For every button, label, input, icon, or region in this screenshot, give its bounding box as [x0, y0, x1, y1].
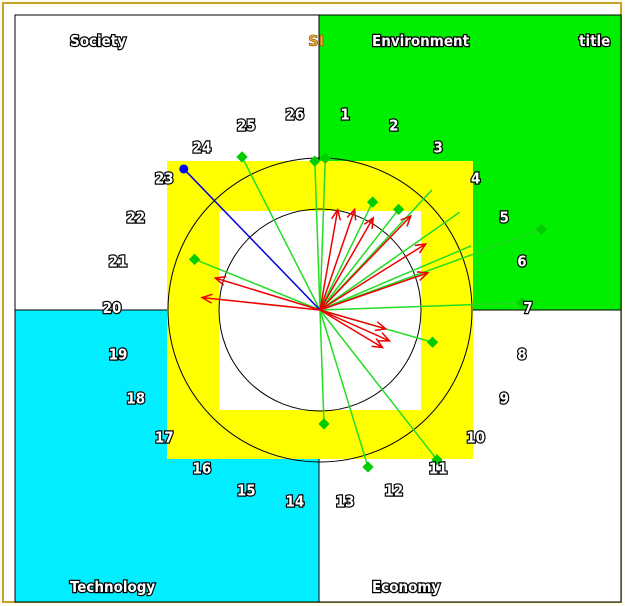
red-arrow-head — [374, 321, 388, 332]
red-arrow-head — [200, 293, 213, 304]
spoke-marker — [362, 461, 374, 473]
quadrant-label-technology: Technology — [70, 578, 155, 596]
red-arrow-head — [213, 275, 227, 286]
red-arrow-head — [363, 216, 375, 229]
spoke-number-label: 24 — [192, 139, 211, 157]
spoke-line — [319, 309, 438, 461]
spoke-number-label: 16 — [192, 459, 211, 477]
spoke-line — [319, 302, 523, 311]
spoke-line — [319, 309, 369, 468]
red-arrow-line — [202, 296, 321, 311]
spoke-number-label: 10 — [466, 428, 485, 446]
arrows-layer — [200, 207, 430, 349]
spoke-number-label: 15 — [237, 481, 256, 499]
spoke-marker — [535, 223, 548, 236]
spoke-marker — [318, 418, 330, 430]
red-arrow-head — [414, 242, 428, 254]
quadrant-label-economy: Economy — [372, 578, 440, 596]
spoke-line — [194, 258, 321, 311]
red-arrow-line — [215, 277, 321, 311]
spoke-number-label: 5 — [499, 208, 508, 226]
spoke-marker — [392, 203, 405, 216]
red-arrow-line — [319, 309, 390, 342]
spoke-number-label: 3 — [433, 139, 442, 157]
spoke-line — [319, 201, 374, 311]
red-arrow-head — [400, 214, 413, 227]
spoke-marker — [426, 336, 439, 348]
red-arrow-line — [319, 243, 427, 311]
spoke-marker — [319, 152, 331, 164]
red-arrow-head — [378, 332, 392, 342]
spoke-number-label: 17 — [155, 428, 174, 446]
spoke-line — [319, 158, 327, 311]
red-arrow-head — [416, 271, 430, 281]
spoke-line — [319, 309, 325, 424]
spoke-number-label: 22 — [126, 208, 145, 226]
spoke-marker — [236, 151, 248, 163]
spoke-number-label: 6 — [517, 252, 526, 270]
spoke-marker — [366, 196, 379, 208]
spoke-marker — [431, 454, 443, 466]
spoke-number-label: 19 — [109, 346, 128, 364]
spoke-marker — [309, 155, 321, 167]
highlight-spoke-dot — [179, 164, 189, 174]
spoke-number-label: 18 — [126, 390, 145, 408]
spoke-line — [319, 211, 460, 311]
spoke-marker — [516, 297, 528, 309]
quadrant-label-environment: Environment — [372, 32, 470, 50]
red-arrow-head — [371, 338, 385, 349]
red-arrow-head — [330, 207, 342, 221]
spoke-number-label: 26 — [286, 105, 305, 123]
spoke-number-label: 4 — [471, 170, 480, 188]
spoke-number-label: 11 — [429, 459, 448, 477]
chart-title: title — [579, 32, 610, 50]
red-arrow-line — [319, 215, 412, 311]
spoke-number-label: 2 — [389, 117, 398, 135]
highlight-spoke-line — [183, 168, 321, 311]
inner-circle — [218, 208, 422, 412]
red-arrow-line — [319, 309, 383, 349]
spoke-number-label: 23 — [155, 170, 174, 188]
spoke-number-label: 9 — [499, 390, 508, 408]
spoke-line — [241, 156, 321, 311]
spoke-number-label: 21 — [109, 252, 128, 270]
red-arrow-line — [319, 209, 339, 311]
spoke-line — [314, 161, 321, 311]
spoke-line — [319, 208, 400, 311]
red-arrow-line — [319, 309, 386, 330]
center-label: SI — [308, 32, 324, 50]
quadrant-label-society: Society — [70, 32, 126, 50]
spoke-number-label: 8 — [517, 346, 526, 364]
red-arrow-line — [319, 272, 429, 311]
spoke-number-label: 1 — [340, 105, 349, 123]
red-arrow-line — [319, 217, 374, 311]
spoke-number-label: 7 — [523, 299, 532, 317]
spoke-line — [319, 245, 472, 311]
red-arrow-line — [319, 209, 356, 311]
spoke-number-label: 13 — [336, 493, 355, 511]
spoke-number-label: 20 — [103, 299, 122, 317]
spoke-number-label: 25 — [237, 117, 256, 135]
spoke-number-labels: 1234567891011121314151617181920212223242… — [101, 104, 533, 512]
spoke-number-label: 12 — [384, 481, 403, 499]
red-arrow-head — [346, 207, 357, 221]
inner-border — [14, 14, 622, 603]
spoke-number-label: 14 — [286, 493, 305, 511]
